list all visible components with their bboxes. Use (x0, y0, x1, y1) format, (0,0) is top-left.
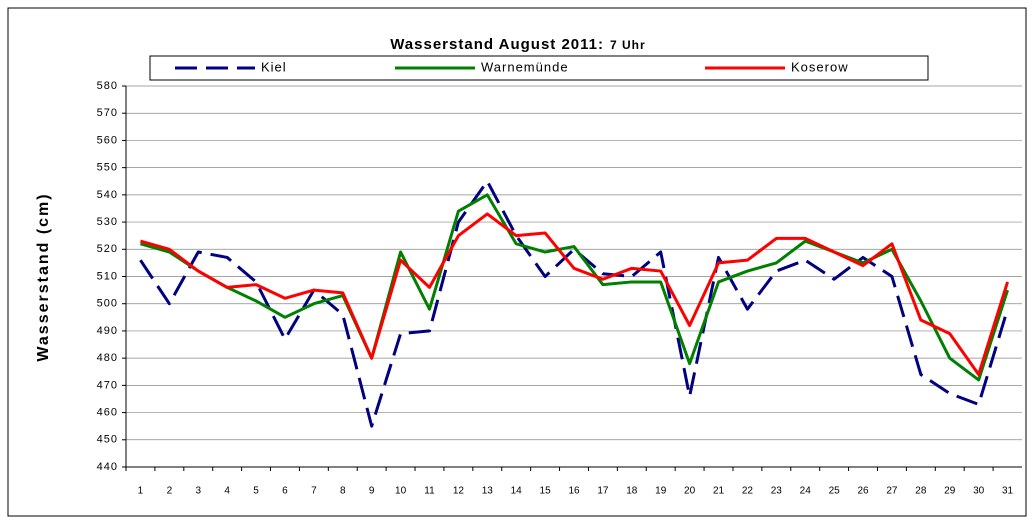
chart-subtitle: 7 Uhr (610, 38, 646, 52)
x-tick-label: 17 (597, 486, 609, 497)
y-tick-label: 490 (97, 325, 118, 337)
y-tick-label: 550 (97, 162, 118, 174)
legend-label: Warnemünde (481, 59, 569, 74)
x-tick-label: 30 (973, 486, 985, 497)
x-tick-label: 14 (511, 486, 523, 497)
x-tick-label: 29 (944, 486, 956, 497)
x-tick-label: 21 (713, 486, 725, 497)
x-tick-label: 4 (224, 486, 230, 497)
x-tick-label: 2 (167, 486, 173, 497)
x-tick-label: 15 (540, 486, 552, 497)
x-tick-label: 9 (369, 486, 375, 497)
x-tick-label: 8 (340, 486, 346, 497)
y-tick-label: 460 (97, 406, 118, 418)
y-tick-label: 540 (97, 189, 118, 201)
x-tick-label: 1 (138, 486, 144, 497)
y-tick-label: 470 (97, 379, 118, 391)
x-tick-label: 28 (915, 486, 927, 497)
x-tick-label: 5 (253, 486, 259, 497)
line-series (140, 212, 1009, 376)
legend-label: Koserow (791, 59, 849, 74)
x-tick-label: 11 (424, 486, 435, 497)
y-tick-label: 560 (97, 134, 118, 146)
x-tick-label: 23 (771, 486, 783, 497)
y-tick-label: 530 (97, 216, 118, 228)
x-tick-label: 3 (195, 486, 201, 497)
x-tick-label: 16 (568, 486, 580, 497)
x-tick-label: 13 (482, 486, 494, 497)
x-tick-label: 6 (282, 486, 288, 497)
x-tick-label: 31 (1002, 486, 1014, 497)
line-series (139, 179, 1009, 428)
chart-title: Wasserstand August 2011: (390, 36, 604, 53)
y-tick-label: 500 (97, 298, 118, 310)
x-tick-label: 19 (655, 486, 667, 497)
legend-label: Kiel (261, 59, 287, 74)
y-axis-label: Wasserstand (cm) (35, 192, 52, 361)
y-tick-label: 520 (97, 243, 118, 255)
x-tick-label: 20 (684, 486, 696, 497)
x-tick-label: 27 (886, 486, 898, 497)
line-series (140, 193, 1009, 382)
y-tick-label: 440 (97, 461, 118, 473)
x-tick-label: 26 (857, 486, 869, 497)
x-tick-label: 24 (800, 486, 812, 497)
x-tick-label: 18 (626, 486, 638, 497)
legend-box (149, 55, 929, 81)
x-tick-label: 7 (311, 486, 317, 497)
x-tick-label: 25 (829, 486, 841, 497)
y-tick-label: 580 (97, 80, 118, 92)
x-tick-label: 22 (742, 486, 754, 497)
x-tick-label: 12 (453, 486, 465, 497)
y-tick-label: 570 (97, 107, 118, 119)
y-tick-label: 510 (97, 270, 118, 282)
x-tick-label: 10 (395, 486, 407, 497)
y-tick-label: 480 (97, 352, 118, 364)
y-tick-label: 450 (97, 434, 118, 446)
